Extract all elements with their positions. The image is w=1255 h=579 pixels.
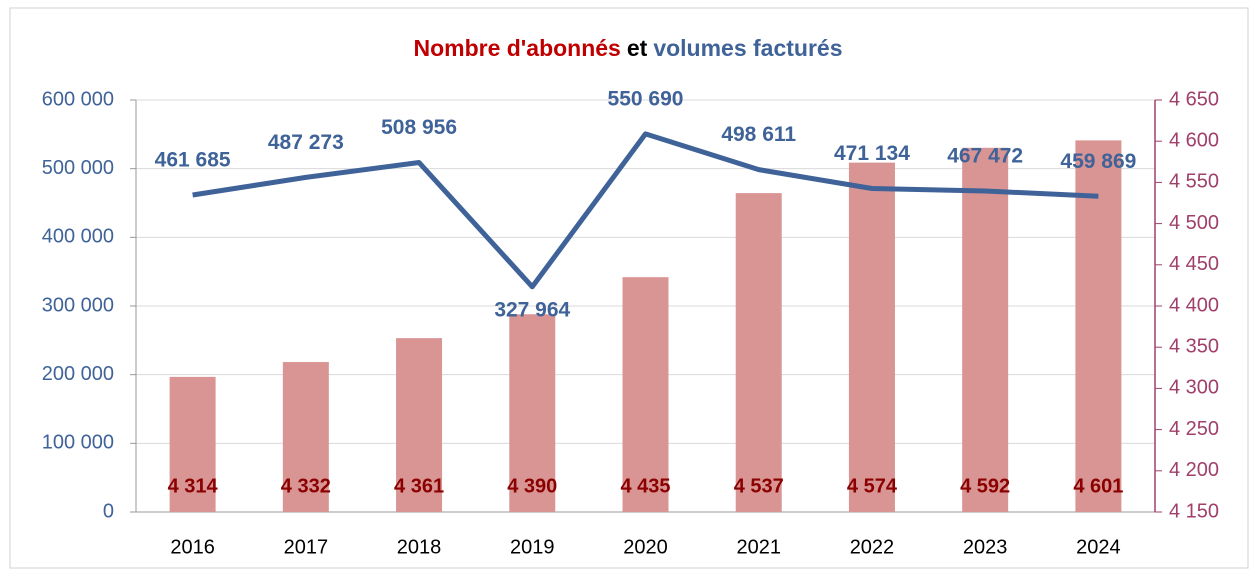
line-label: 459 869: [1060, 150, 1136, 173]
x-tick-label: 2016: [170, 536, 215, 558]
bar: [735, 193, 782, 512]
y2-tick-label: 4 250: [1169, 418, 1219, 440]
bar-label: 4 390: [507, 475, 557, 497]
title-part: et: [627, 35, 648, 61]
y-tick-label: 200 000: [42, 363, 114, 385]
line-label: 550 690: [608, 87, 684, 110]
line-label: 471 134: [834, 142, 910, 165]
bar: [396, 338, 443, 512]
line-label: 508 956: [381, 116, 457, 139]
line-label: 487 273: [268, 131, 344, 154]
bar-label: 4 537: [734, 475, 784, 497]
y2-tick-label: 4 650: [1169, 88, 1219, 110]
x-tick-label: 2018: [397, 536, 442, 558]
bar: [1075, 140, 1122, 512]
line-label: 498 611: [721, 123, 796, 146]
y-tick-label: 500 000: [42, 157, 114, 179]
x-tick-label: 2022: [850, 536, 895, 558]
y2-tick-label: 4 150: [1169, 500, 1219, 522]
y2-tick-label: 4 450: [1169, 253, 1219, 275]
bar-label: 4 361: [394, 475, 444, 497]
bar: [282, 362, 329, 512]
x-tick-label: 2021: [736, 536, 781, 558]
bar: [848, 162, 895, 512]
bar-label: 4 332: [281, 475, 331, 497]
bar-label: 4 435: [620, 475, 670, 497]
line: [192, 131, 1099, 290]
bar-label: 4 592: [960, 475, 1010, 497]
y-tick-label: 300 000: [42, 294, 114, 316]
y2-tick-label: 4 300: [1169, 377, 1219, 399]
title-part: volumes facturés: [653, 35, 842, 61]
x-tick-label: 2023: [963, 536, 1008, 558]
bar: [169, 376, 216, 512]
y-tick-label: 600 000: [42, 88, 114, 110]
x-tick-label: 2020: [623, 536, 668, 558]
title-part: Nombre d'abonnés: [413, 35, 620, 61]
line-label: 467 472: [947, 145, 1023, 168]
bar: [509, 314, 556, 512]
bar-label: 4 314: [168, 475, 219, 497]
y2-tick-label: 4 200: [1169, 459, 1219, 481]
bar: [962, 147, 1009, 513]
bar-label: 4 601: [1073, 475, 1123, 497]
y-tick-label: 0: [103, 500, 114, 522]
line-label: 327 964: [494, 298, 570, 321]
y2-tick-label: 4 500: [1169, 212, 1219, 234]
line-label: 461 685: [155, 149, 231, 172]
bar-label: 4 574: [847, 475, 898, 497]
bar: [622, 277, 669, 512]
y2-tick-label: 4 350: [1169, 335, 1219, 357]
chart-title: Nombre d'abonnés et volumes facturés: [413, 35, 842, 61]
x-tick-label: 2017: [284, 536, 329, 558]
y-tick-label: 100 000: [42, 432, 114, 454]
y-tick-label: 400 000: [42, 226, 114, 248]
y2-tick-label: 4 550: [1169, 171, 1219, 193]
y2-tick-label: 4 600: [1169, 129, 1219, 151]
x-tick-label: 2024: [1076, 536, 1121, 558]
x-tick-label: 2019: [510, 536, 555, 558]
y2-tick-label: 4 400: [1169, 294, 1219, 316]
